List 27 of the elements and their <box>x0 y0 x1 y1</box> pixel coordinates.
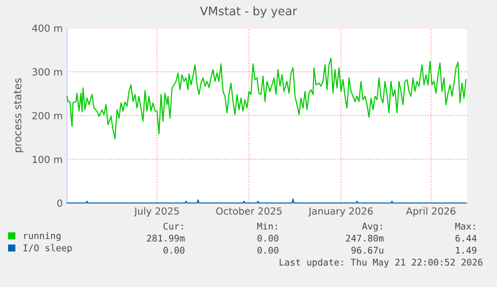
x-tick-label: January 2026 <box>308 207 373 217</box>
y-tick-label: 100 m <box>32 156 62 164</box>
text: 0.00 <box>258 234 278 242</box>
text: 96.67u <box>351 246 384 254</box>
text: 281.99m <box>147 234 185 242</box>
text: 6.44 <box>456 234 477 242</box>
text: 247.80m <box>346 234 384 242</box>
text: Max: <box>455 222 475 230</box>
line-series <box>66 58 467 140</box>
text: Last update: Thu May 21 22:00:52 2026 <box>280 258 482 268</box>
x-tick-label: July 2025 <box>134 207 179 217</box>
legend-label: running <box>24 232 60 241</box>
text: Cur: <box>164 222 183 230</box>
chart-title: VMstat - by year <box>200 6 298 18</box>
text: 0.00 <box>258 246 278 254</box>
y-axis-title: process states <box>14 78 24 152</box>
text: 0.00 <box>164 246 184 254</box>
text: Avg: <box>362 222 382 232</box>
y-tick-label: 400 m <box>32 24 62 32</box>
x-tick-label: October 2025 <box>216 207 282 215</box>
x-tick-label: April 2026 <box>406 207 456 217</box>
text: Min: <box>257 222 277 230</box>
y-tick-label: 300 m <box>32 68 62 76</box>
y-tick-label: 0 <box>57 199 62 207</box>
legend-label: I/O sleep <box>24 244 72 254</box>
y-tick-label: 200 m <box>32 112 62 120</box>
text: 1.49 <box>456 246 476 254</box>
